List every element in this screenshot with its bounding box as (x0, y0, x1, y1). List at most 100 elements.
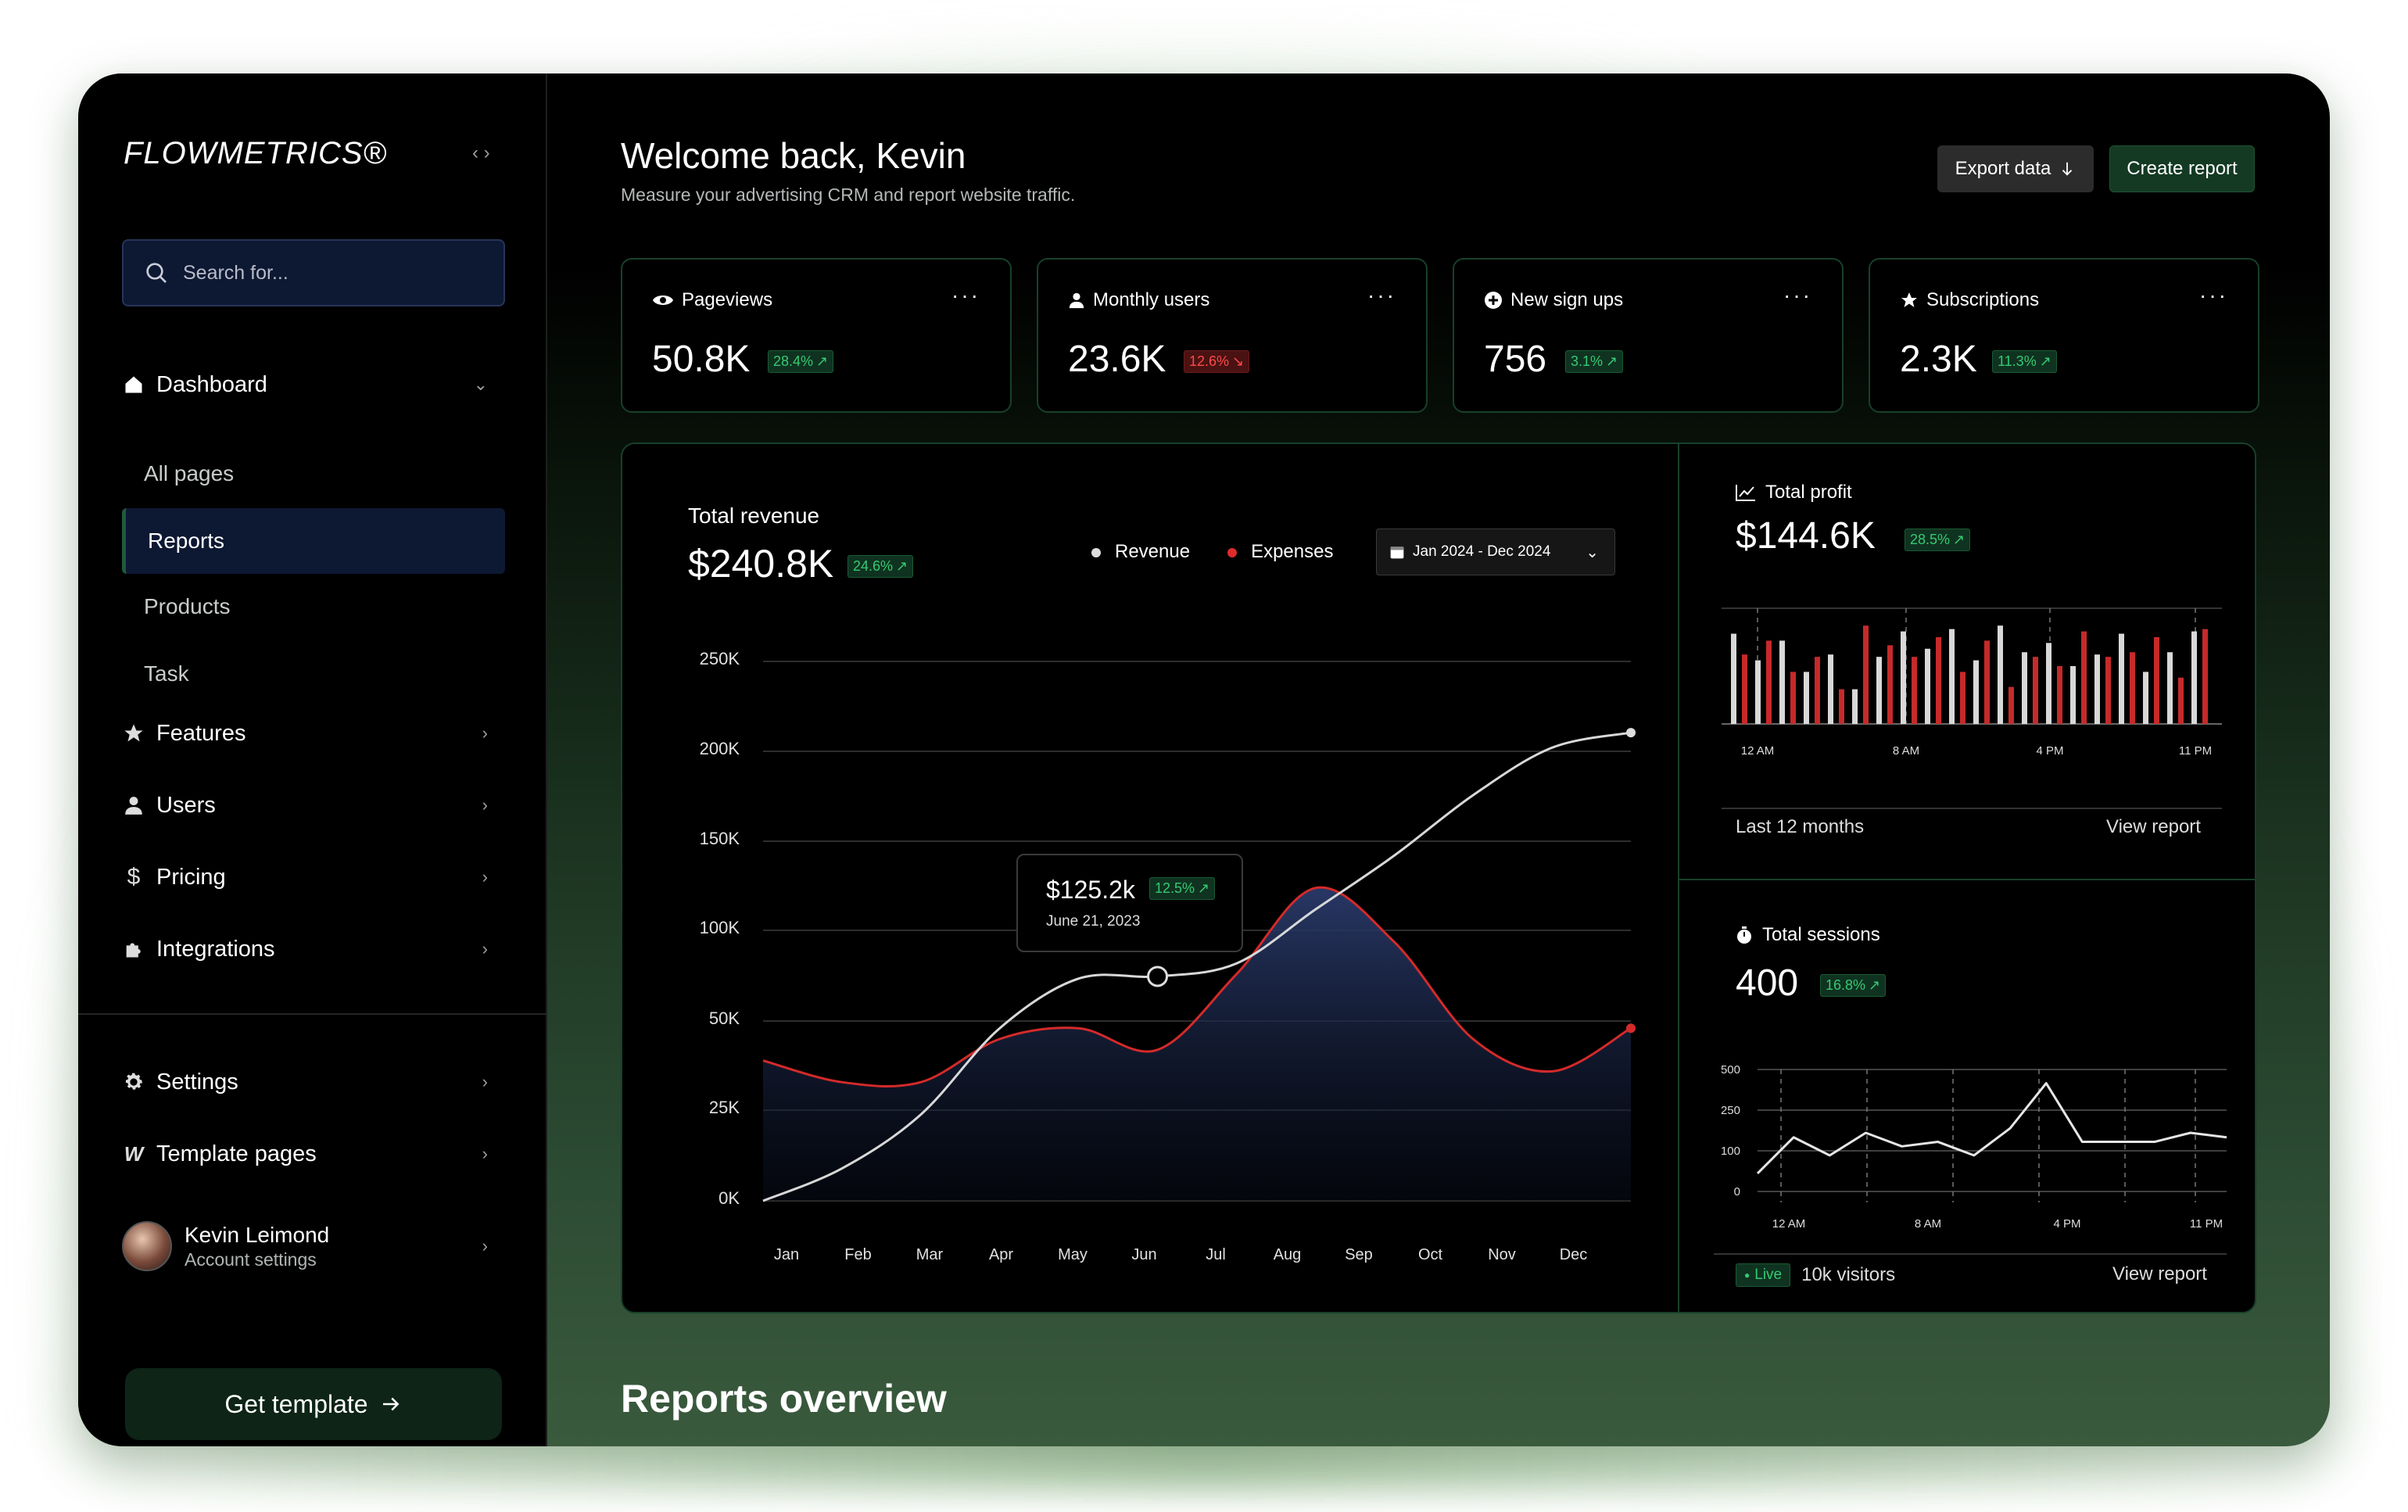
more-options-icon[interactable]: ··· (2199, 283, 2228, 307)
change-value: 28.5% (1910, 532, 1951, 547)
live-dot-icon: ● (1744, 1270, 1750, 1281)
change-badge: 11.3% ↗ (1992, 350, 2057, 373)
export-data-label: Export data (1955, 158, 2051, 179)
sidebar-subitem-task[interactable]: Task (122, 641, 505, 707)
arrow-down-icon (2062, 162, 2073, 176)
get-template-button[interactable]: Get template (125, 1368, 502, 1440)
y-tick-label: 100K (699, 918, 740, 937)
legend-item-revenue[interactable]: Revenue (1091, 541, 1190, 563)
app-logo: FLOWMETRICS® (124, 136, 388, 170)
sessions-view-report-link[interactable]: View report (2112, 1263, 2207, 1284)
sidebar-item-dashboard[interactable]: Dashboard ⌄ (122, 361, 505, 408)
stat-label-text: Monthly users (1093, 289, 1210, 310)
revenue-line (762, 731, 1632, 1202)
calendar-icon (1390, 546, 1404, 559)
sidebar-item-features[interactable]: Features › (122, 710, 505, 757)
home-icon (122, 373, 145, 396)
profile-subtitle: Account settings (185, 1249, 317, 1270)
profit-bar-red (1936, 637, 1941, 724)
profit-bar-light (2022, 652, 2027, 724)
more-options-icon[interactable]: ··· (1783, 283, 1812, 307)
stat-card-pageviews: Pageviews ··· 50.8K 28.4% ↗ (621, 258, 1012, 413)
x-tick-label: Feb (844, 1246, 872, 1263)
x-tick-label: 4 PM (2036, 744, 2063, 758)
avatar (122, 1221, 172, 1271)
profit-bar-red (2008, 686, 2014, 724)
sidebar-item-users[interactable]: Users › (122, 782, 505, 829)
stat-label-text: New sign ups (1510, 289, 1624, 310)
profit-bar-light (2167, 652, 2173, 724)
change-value: 3.1% (1571, 353, 1604, 369)
sidebar-subitem-label: Products (144, 594, 231, 618)
profit-bar-red (2105, 657, 2111, 724)
profit-bar-light (1998, 625, 2003, 724)
stat-value: 2.3K (1900, 339, 1977, 380)
plus-circle-icon (1485, 292, 1502, 309)
legend-dot (1227, 548, 1238, 557)
create-report-button[interactable]: Create report (2109, 145, 2255, 192)
legend-item-expenses[interactable]: Expenses (1227, 541, 1333, 563)
profit-bar-red (1960, 672, 1965, 724)
y-tick-label: 0 (1734, 1185, 1740, 1198)
date-range-select[interactable]: Jan 2024 - Dec 2024 ⌄ (1376, 528, 1615, 575)
panel-divider (1679, 879, 2255, 880)
change-value: 16.8% (1826, 977, 1866, 993)
search-input[interactable] (183, 261, 480, 285)
x-tick-label: 8 AM (1893, 744, 1919, 758)
sidebar-item-pricing[interactable]: $ Pricing › (122, 854, 505, 901)
arrow-up-right-icon: ↗ (816, 353, 829, 369)
eye-icon (653, 296, 673, 305)
y-tick-label: 150K (699, 829, 740, 848)
profit-bar-light (2191, 631, 2197, 724)
sidebar-item-label: Dashboard (156, 371, 267, 397)
profit-bar-red (1839, 689, 1844, 724)
chart-legend: Revenue Expenses (1091, 541, 1333, 563)
search-box[interactable] (122, 239, 505, 306)
tooltip-badge: 12.5% ↗ (1149, 877, 1216, 900)
sidebar-subitem-products[interactable]: Products (122, 574, 505, 640)
profit-bar-light (2143, 672, 2148, 724)
sidebar-item-label: Template pages (156, 1141, 317, 1166)
sessions-line-chart: 500 250 100 0 12 AM 8 AM 4 PM 11 PM (1714, 1063, 2227, 1255)
star-icon (122, 722, 145, 745)
profit-bar-red (2057, 666, 2062, 724)
more-options-icon[interactable]: ··· (951, 283, 980, 307)
profit-view-report-link[interactable]: View report (2106, 816, 2201, 837)
profit-bar-light (1925, 648, 1930, 724)
arrow-up-right-icon: ↗ (1606, 353, 1618, 369)
tooltip-anchor-point (1147, 966, 1169, 987)
user-icon (1069, 292, 1084, 309)
y-tick-label: 500 (1721, 1063, 1740, 1077)
sidebar-item-integrations[interactable]: Integrations › (122, 926, 505, 973)
sidebar-item-settings[interactable]: Settings › (122, 1059, 505, 1105)
profit-bar-red (2130, 652, 2135, 724)
profit-bar-red (1887, 645, 1893, 724)
chevron-right-icon: › (482, 1144, 488, 1163)
profile-name: Kevin Leimond (185, 1222, 330, 1247)
more-options-icon[interactable]: ··· (1367, 283, 1396, 307)
sidebar-item-template-pages[interactable]: W Template pages › (122, 1130, 505, 1177)
collapse-sidebar-icon[interactable]: ‹ › (472, 142, 490, 163)
profit-bar-red (2081, 631, 2087, 724)
puzzle-icon (122, 937, 145, 961)
revenue-label: Total revenue (688, 503, 820, 528)
analytics-panel: Total revenue $240.8K 24.6% ↗ Revenue Exp… (621, 442, 2256, 1313)
profit-bar-light (1973, 660, 1979, 724)
chevron-right-icon: › (482, 867, 488, 887)
export-data-button[interactable]: Export data (1937, 145, 2094, 192)
sidebar-subitem-all-pages[interactable]: All pages (122, 441, 505, 507)
sidebar-subitem-reports[interactable]: Reports (122, 508, 505, 574)
account-profile[interactable]: Kevin Leimond Account settings › (122, 1215, 505, 1277)
stat-card-subscriptions: Subscriptions ··· 2.3K 11.3% ↗ (1869, 258, 2259, 413)
profit-bar-light (1852, 689, 1858, 724)
chevron-down-icon: ⌄ (473, 374, 488, 394)
chevron-right-icon: › (482, 1072, 488, 1091)
stopwatch-icon (1737, 926, 1751, 944)
y-tick-label: 100 (1721, 1145, 1740, 1158)
sidebar-item-label: Integrations (156, 936, 275, 962)
live-label: Live (1754, 1267, 1783, 1283)
stat-label: Monthly users (1068, 289, 1209, 311)
sidebar-item-label: Settings (156, 1069, 238, 1095)
x-tick-label: Jun (1131, 1246, 1157, 1263)
revenue-value: $240.8K (688, 542, 834, 586)
